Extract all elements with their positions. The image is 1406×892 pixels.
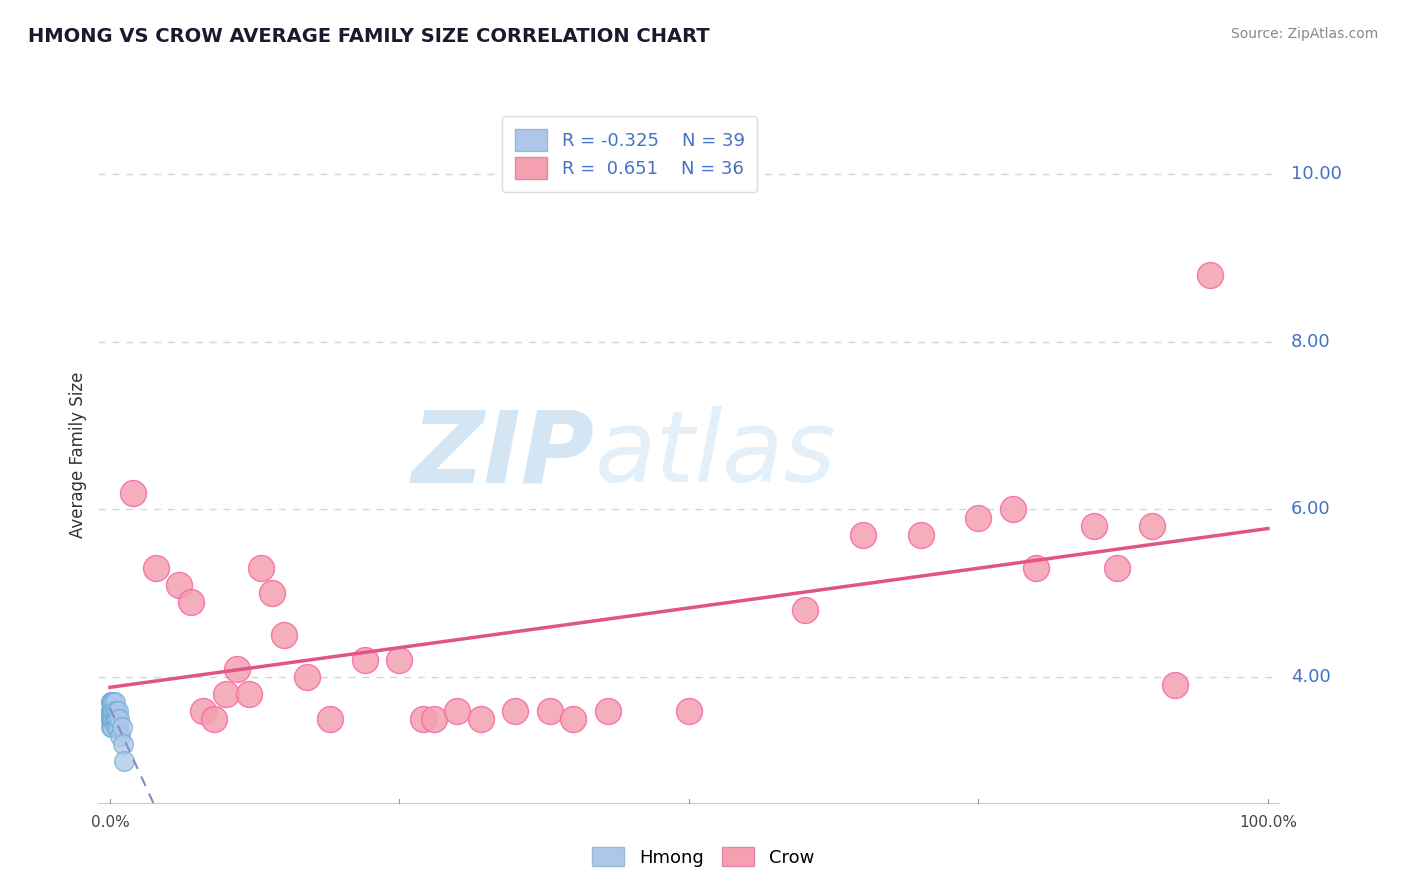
Point [101,720,124,734]
Legend: R = -0.325    N = 39, R =  0.651    N = 36: R = -0.325 N = 39, R = 0.651 N = 36 [502,116,758,192]
Point [596,704,619,718]
Point [562,712,585,726]
Point [110,720,132,734]
Point [101,712,124,726]
Text: HMONG VS CROW AVERAGE FAMILY SIZE CORRELATION CHART: HMONG VS CROW AVERAGE FAMILY SIZE CORREL… [28,27,710,45]
Point [503,704,526,718]
Point [169,578,191,592]
Point [100,712,122,726]
Point [100,712,122,726]
Point [470,712,492,726]
Point [238,687,260,701]
Point [319,712,342,726]
Point [353,653,375,667]
Point [262,586,284,600]
Y-axis label: Average Family Size: Average Family Size [69,372,87,538]
Point [104,720,127,734]
Point [107,704,129,718]
Point [108,712,131,726]
Point [191,704,214,718]
Point [1107,561,1129,575]
Point [1140,519,1163,533]
Point [967,510,990,524]
Point [101,712,124,726]
Point [103,704,125,718]
Text: atlas: atlas [595,407,837,503]
Point [793,603,815,617]
Point [423,712,446,726]
Point [110,729,132,743]
Point [111,737,134,751]
Point [1164,678,1187,692]
Point [1199,268,1222,282]
Point [103,712,125,726]
Text: 10.00: 10.00 [1291,165,1341,183]
Point [1083,519,1105,533]
Point [104,704,127,718]
Point [122,485,145,500]
Point [104,712,127,726]
Text: Source: ZipAtlas.com: Source: ZipAtlas.com [1230,27,1378,41]
Point [101,712,124,726]
Point [104,712,127,726]
Legend: Hmong, Crow: Hmong, Crow [585,840,821,874]
Point [412,712,434,726]
Point [1002,502,1025,516]
Point [101,712,124,726]
Point [100,704,122,718]
Point [100,695,122,709]
Point [446,704,468,718]
Point [538,704,561,718]
Point [249,561,271,575]
Point [1025,561,1047,575]
Point [105,712,128,726]
Point [678,704,700,718]
Point [852,527,875,541]
Point [100,695,122,709]
Point [100,712,122,726]
Point [101,704,124,718]
Point [180,594,202,608]
Text: 8.00: 8.00 [1291,333,1330,351]
Point [388,653,411,667]
Point [105,712,128,726]
Point [145,561,167,575]
Point [112,754,135,768]
Point [202,712,225,726]
Point [100,704,122,718]
Point [104,695,127,709]
Text: 6.00: 6.00 [1291,500,1330,518]
Point [103,712,125,726]
Point [273,628,295,642]
Point [910,527,932,541]
Text: ZIP: ZIP [412,407,595,503]
Point [104,712,127,726]
Point [215,687,238,701]
Point [104,704,127,718]
Point [107,720,129,734]
Text: 100.0%: 100.0% [1239,815,1296,830]
Point [100,712,122,726]
Point [100,720,122,734]
Point [103,704,125,718]
Point [295,670,318,684]
Point [226,662,249,676]
Point [103,695,125,709]
Text: 4.00: 4.00 [1291,668,1330,686]
Point [101,704,124,718]
Text: 0.0%: 0.0% [90,815,129,830]
Point [101,695,124,709]
Point [100,704,122,718]
